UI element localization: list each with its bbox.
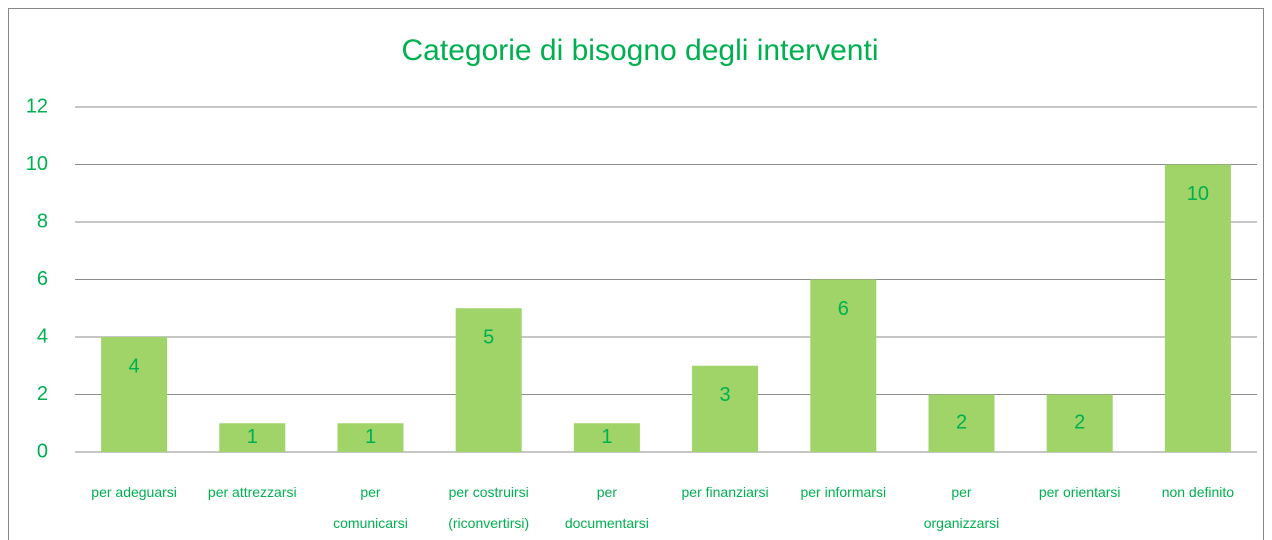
- data-label: 5: [483, 327, 494, 349]
- y-tick-label: 0: [37, 440, 48, 462]
- chart-title: Categorie di bisogno degli interventi: [402, 34, 879, 67]
- x-tick-label: per comunicarsi: [333, 484, 408, 531]
- y-tick-label: 6: [37, 268, 48, 290]
- x-tick-label: per organizzarsi: [923, 484, 1000, 531]
- bar: [1046, 394, 1113, 452]
- bar: [810, 279, 877, 452]
- x-tick-label: per finanziarsi: [681, 484, 769, 500]
- bar: [101, 337, 168, 452]
- data-label: 3: [720, 384, 731, 406]
- data-label: 1: [365, 426, 376, 448]
- x-tick-label: per orientarsi: [1038, 484, 1121, 500]
- x-tick-label: per costruirsi (riconvertirsi): [448, 484, 530, 531]
- data-label: 4: [129, 355, 140, 377]
- bar: [219, 423, 286, 452]
- x-tick-label: per informarsi: [800, 484, 887, 500]
- x-tick-label: per adeguarsi: [91, 484, 177, 500]
- y-tick-label: 8: [37, 210, 48, 232]
- bar: [573, 423, 640, 452]
- data-label: 2: [956, 412, 967, 434]
- bar: [1164, 164, 1231, 452]
- x-tick-label: non definito: [1161, 484, 1235, 500]
- data-label: 2: [1074, 412, 1085, 434]
- bar: [455, 308, 522, 452]
- data-label: 6: [838, 298, 849, 320]
- y-tick-label: 4: [37, 325, 48, 347]
- x-tick-label: per documentarsi: [564, 484, 649, 531]
- y-tick-label: 2: [37, 383, 48, 405]
- data-label: 10: [1187, 183, 1209, 205]
- data-label: 1: [601, 426, 612, 448]
- y-tick-label: 12: [26, 95, 48, 117]
- chart-border: [8, 8, 1264, 540]
- x-tick-label: per attrezzarsi: [207, 484, 297, 500]
- bar: [337, 423, 404, 452]
- bar: [928, 394, 995, 452]
- bar: [692, 365, 759, 452]
- data-label: 1: [247, 426, 258, 448]
- y-tick-label: 10: [26, 153, 48, 175]
